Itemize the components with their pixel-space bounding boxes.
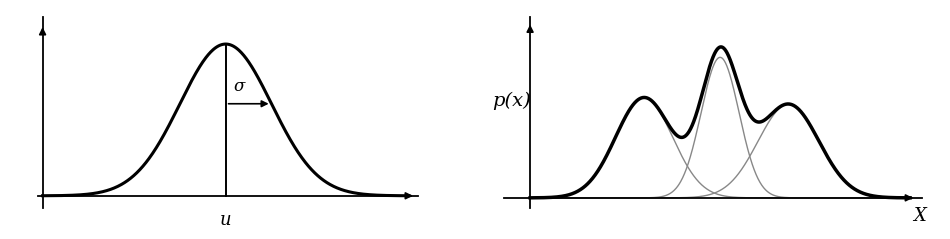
Text: p(x): p(x): [492, 92, 530, 110]
Text: σ: σ: [234, 78, 245, 95]
Text: X: X: [913, 207, 926, 225]
Text: u: u: [219, 211, 232, 229]
